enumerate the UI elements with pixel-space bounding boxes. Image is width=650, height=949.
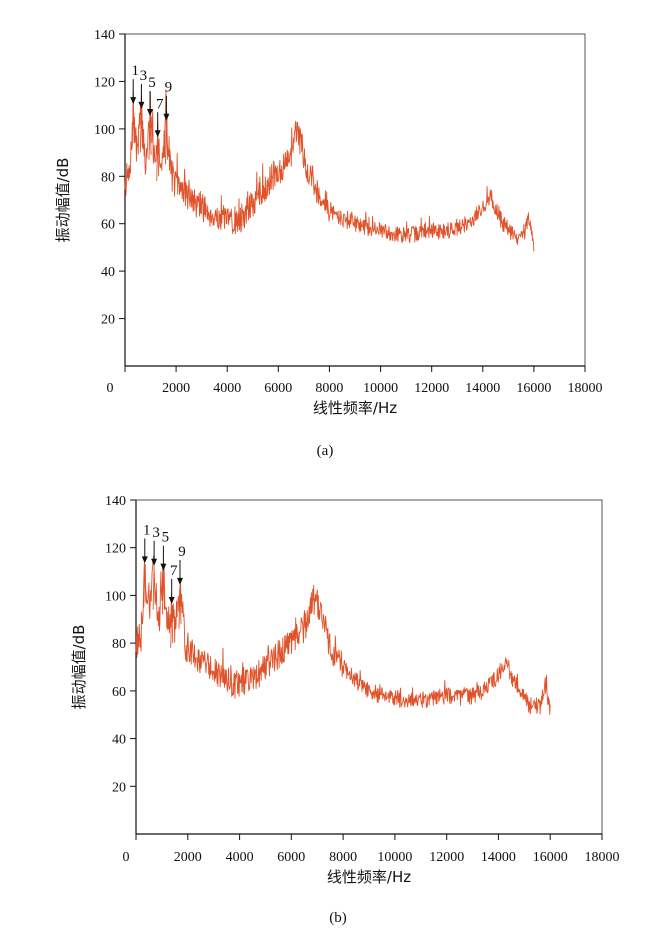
harmonic-label: 5 <box>162 530 170 546</box>
harmonic-arrowhead <box>141 556 148 564</box>
y-tick-label: 80 <box>112 637 126 652</box>
x-tick-label: 12000 <box>414 381 449 396</box>
x-tick-label: 16000 <box>516 381 551 396</box>
x-tick-label: 0 <box>123 850 130 865</box>
series-line-b <box>135 555 551 715</box>
y-tick-label: 40 <box>112 733 126 748</box>
y-tick-label: 20 <box>101 313 115 328</box>
x-tick-label: 6000 <box>264 381 292 396</box>
x-tick-label: 8000 <box>329 850 357 865</box>
x-tick-label: 4000 <box>226 850 254 865</box>
harmonic-arrowhead <box>154 130 161 138</box>
y-tick-label: 100 <box>94 123 115 138</box>
harmonic-arrowhead <box>130 97 137 105</box>
harmonic-label: 7 <box>170 563 178 579</box>
x-tick-label: 14000 <box>465 381 500 396</box>
y-axis-title: 振动幅值/dB <box>70 625 88 710</box>
y-tick-label: 80 <box>101 170 115 185</box>
x-tick-label: 14000 <box>481 850 516 865</box>
y-tick-label: 140 <box>105 494 126 509</box>
x-tick-label: 10000 <box>377 850 412 865</box>
y-tick-label: 100 <box>105 589 126 604</box>
harmonic-arrowhead <box>163 113 170 121</box>
harmonic-label: 5 <box>148 75 156 91</box>
x-tick-label: 6000 <box>277 850 305 865</box>
harmonic-arrowhead <box>138 101 145 109</box>
harmonic-label: 9 <box>165 80 173 96</box>
harmonic-arrowhead <box>151 558 158 566</box>
harmonic-markers-b: 1 3 5 79 <box>141 522 186 604</box>
x-axis-title: 线性频率/Hz <box>313 399 397 417</box>
y-axis-title: 振动幅值/dB <box>54 158 72 243</box>
x-tick-label: 0 <box>107 381 114 396</box>
x-tick-label: 2000 <box>162 381 190 396</box>
chart-panel-b: 20 40 60 80 100 120 140 0 2000 4000 6000… <box>70 494 620 926</box>
harmonic-arrowhead <box>147 109 153 116</box>
harmonic-arrowhead <box>177 577 183 585</box>
y-ticks: 20 40 60 80 100 120 140 <box>105 494 136 795</box>
y-tick-label: 140 <box>94 28 115 43</box>
x-tick-label: 12000 <box>429 850 464 865</box>
harmonic-label: 3 <box>140 68 148 84</box>
harmonic-arrowhead <box>168 597 175 604</box>
y-tick-label: 120 <box>105 542 126 557</box>
y-tick-label: 40 <box>101 265 115 280</box>
harmonic-markers-a: 1 3 579 <box>130 63 173 138</box>
y-tick-label: 20 <box>112 780 126 795</box>
x-tick-label: 16000 <box>533 850 568 865</box>
x-tick-label: 18000 <box>585 850 620 865</box>
x-tick-label: 4000 <box>213 381 241 396</box>
harmonic-label: 7 <box>156 96 164 112</box>
x-tick-label: 10000 <box>363 381 398 396</box>
x-ticks: 0 2000 4000 6000 8000 10000 12000 14000 … <box>123 834 620 865</box>
harmonic-label: 3 <box>152 525 160 541</box>
harmonic-label: 1 <box>131 63 139 79</box>
chart-panel-a: 20 40 60 80 100 120 140 0 2000 4000 6000… <box>54 28 603 459</box>
panel-caption-a: (a) <box>317 443 334 459</box>
x-tick-label: 18000 <box>568 381 603 396</box>
x-tick-label: 8000 <box>315 381 343 396</box>
series-line-a <box>124 89 535 252</box>
harmonic-label: 1 <box>143 522 151 538</box>
y-tick-label: 120 <box>94 75 115 90</box>
x-ticks: 0 2000 4000 6000 8000 10000 12000 14000 … <box>107 366 603 396</box>
x-axis-title: 线性频率/Hz <box>327 868 411 886</box>
x-tick-label: 2000 <box>174 850 202 865</box>
y-ticks: 20 40 60 80 100 120 140 <box>94 28 125 328</box>
panel-caption-b: (b) <box>329 910 347 926</box>
y-tick-label: 60 <box>101 218 115 233</box>
harmonic-arrowhead <box>160 563 167 571</box>
harmonic-label: 9 <box>178 544 186 560</box>
y-tick-label: 60 <box>112 685 126 700</box>
